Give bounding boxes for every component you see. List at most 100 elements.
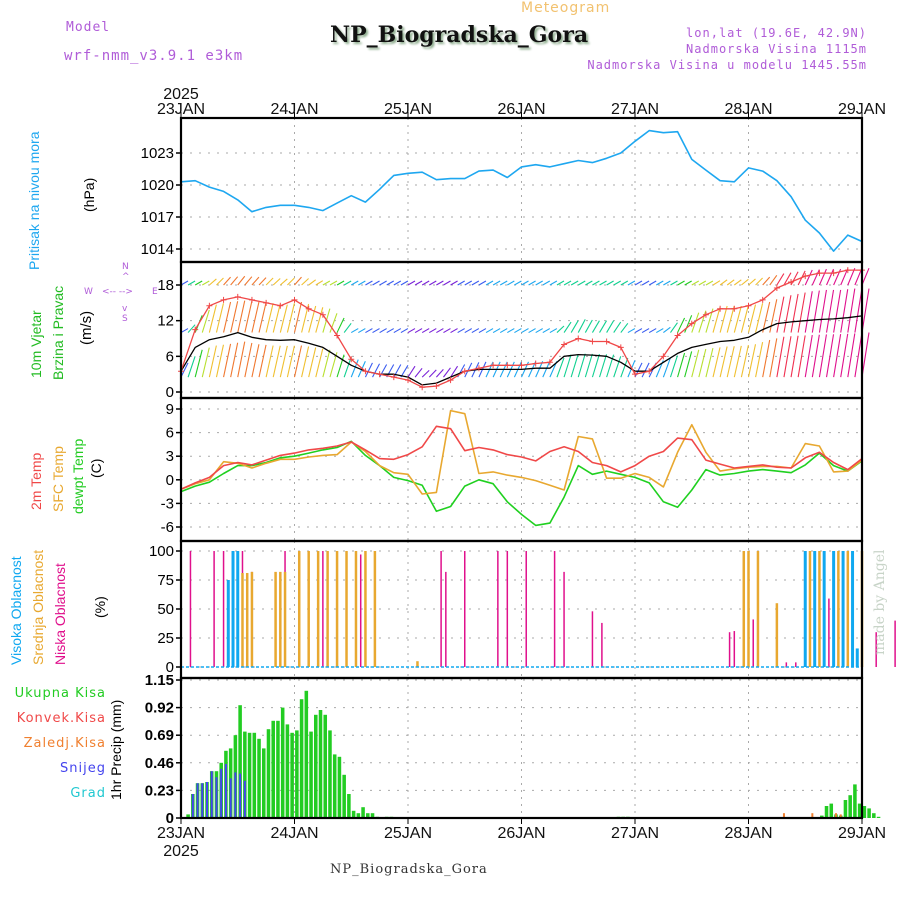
wind-barb: [528, 280, 536, 286]
wind-barb: [634, 280, 643, 286]
wind-barb: [223, 301, 232, 333]
wind-barb: [769, 275, 778, 286]
wind-barb: [854, 268, 863, 286]
wind-barb: [592, 280, 600, 286]
precip-bar: [366, 813, 370, 818]
wind-barb: [613, 280, 621, 286]
wind-barb: [421, 370, 430, 378]
wind-barb: [847, 333, 856, 378]
wind-barb: [840, 289, 849, 333]
wind-barb: [350, 280, 359, 286]
wind-barb: [507, 328, 515, 334]
wind-gust-marker: [759, 296, 766, 303]
wind-barb: [286, 345, 295, 378]
wind-barb: [627, 328, 636, 334]
wind-barb: [443, 328, 451, 334]
wind-barb: [741, 278, 749, 286]
y-tick-label: 0: [166, 472, 174, 489]
wind-barb: [372, 363, 381, 378]
wind-barb: [364, 362, 373, 378]
wind-barb: [740, 344, 749, 378]
wind-barb: [599, 320, 608, 333]
wind-barb: [847, 288, 856, 333]
x-label-top: 24JAN: [270, 101, 318, 118]
wind-barb: [712, 280, 721, 286]
temp-2m-line: [180, 425, 863, 490]
wind-barb: [570, 280, 579, 286]
wind-gust-marker: [646, 368, 653, 375]
wind-barb: [329, 313, 338, 333]
wind-gust-marker: [504, 362, 511, 369]
wind-barb: [854, 332, 863, 378]
wind-barb: [656, 328, 664, 334]
wind-barb: [833, 334, 842, 378]
wind-barb: [251, 301, 260, 333]
wind-barb: [279, 345, 288, 378]
wind-barb: [691, 349, 700, 378]
wind-barb: [826, 268, 835, 286]
precip-bar: [370, 813, 375, 818]
wind-barb: [818, 289, 827, 333]
wind-gust-marker: [319, 311, 326, 318]
y-tick-label: 0: [166, 810, 174, 827]
freezing-rain-bar: [811, 813, 814, 818]
wind-barb: [570, 354, 579, 378]
precip-bar: [238, 705, 242, 818]
wind-barb: [825, 334, 835, 378]
wind-barb: [343, 323, 352, 333]
wind-barb: [691, 280, 700, 286]
wind-barb: [563, 354, 572, 378]
snow-bar: [243, 780, 246, 818]
precip-bar: [857, 803, 862, 818]
freezing-rain-bar: [834, 813, 837, 818]
wind-barb: [499, 328, 508, 334]
x-label-bottom: 26JAN: [497, 825, 545, 842]
wind-barb: [776, 336, 785, 378]
wind-gust-marker: [447, 377, 454, 384]
wind-barb: [293, 301, 303, 333]
wind-barb: [549, 280, 558, 286]
wind-barb: [301, 346, 310, 378]
wind-gust-marker: [816, 270, 823, 277]
wind-gust-marker: [206, 302, 213, 309]
y-tick-label: 100: [149, 543, 174, 560]
wind-barb: [237, 275, 246, 286]
wind-barb: [379, 280, 387, 286]
wind-barb: [662, 357, 671, 378]
precip-bar: [318, 710, 323, 818]
wind-barb: [294, 276, 302, 286]
wind-barb: [762, 276, 771, 286]
wind-barb: [471, 328, 480, 334]
wind-barb: [187, 324, 196, 333]
wind-barb: [712, 307, 721, 333]
wind-barb: [641, 362, 650, 378]
y-tick-label: -6: [161, 519, 174, 536]
wind-gust-marker: [518, 362, 525, 369]
y-tick-label: 6: [166, 348, 174, 365]
y-tick-label: 3: [166, 448, 174, 465]
wind-barb: [670, 322, 678, 333]
precip-bar: [824, 806, 829, 818]
wind-barb: [804, 269, 813, 286]
precip-bar: [351, 810, 356, 818]
y-tick-label: 1014: [141, 241, 174, 258]
wind-barb: [521, 280, 529, 286]
wind-barb: [209, 278, 217, 286]
wind-barb: [797, 292, 806, 333]
precip-legend-conv: Konvek.Kisa: [16, 711, 106, 726]
wind-barb: [350, 328, 359, 334]
wind-barb: [556, 357, 565, 378]
footer-station: NP_Biogradska_Gora: [330, 862, 488, 877]
wind-barb: [429, 280, 437, 286]
wind-barb: [641, 280, 650, 286]
wind-barb: [521, 328, 529, 334]
y-tick-label: 18: [157, 277, 174, 294]
x-label-top: 26JAN: [497, 101, 545, 118]
wind-barb: [591, 320, 600, 333]
y-tick-label: 12: [157, 313, 174, 330]
wind-barb: [762, 301, 771, 333]
wind-barb: [755, 342, 764, 378]
wind-barb: [861, 288, 870, 333]
wind-barb: [563, 280, 572, 286]
wind-barb: [507, 280, 515, 286]
